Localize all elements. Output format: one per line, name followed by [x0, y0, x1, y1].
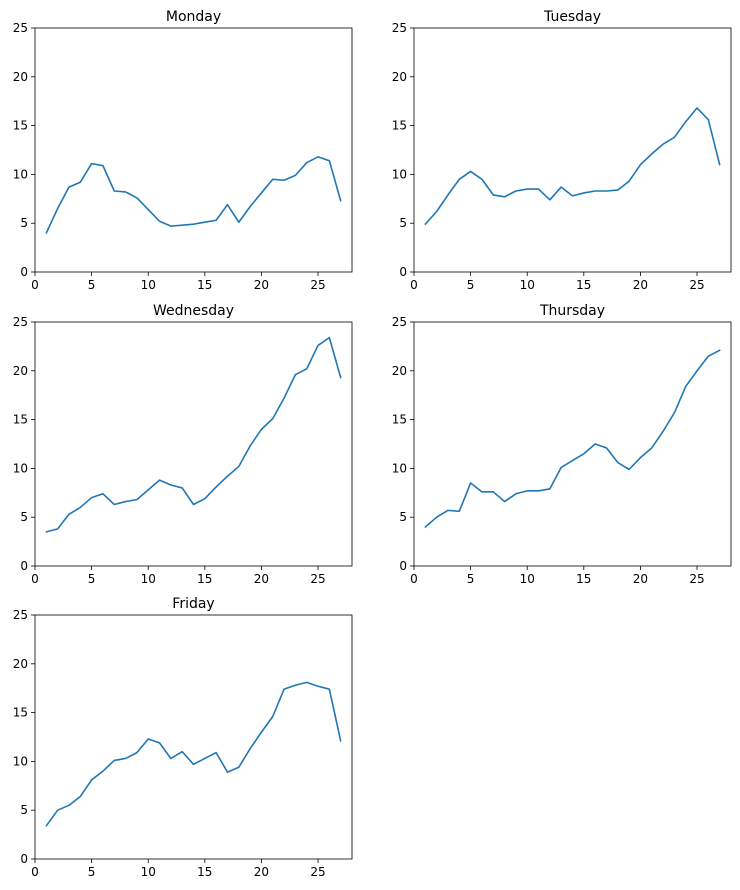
chart-panel-friday: Friday 0 5 10 15 20 25 0 5 10 15 20 25 [13, 596, 353, 879]
x-tick-label: 0 [31, 572, 39, 586]
x-tick-label: 15 [197, 278, 212, 292]
y-tick-label: 5 [399, 510, 407, 524]
chart-title: Wednesday [153, 303, 234, 319]
series-line [424, 107, 721, 225]
x-tick-label: 0 [31, 278, 39, 292]
x-tick-label: 20 [633, 572, 648, 586]
y-tick-label: 5 [20, 803, 28, 817]
series-line [424, 349, 721, 528]
x-tick-label: 15 [197, 865, 212, 879]
y-tick-label: 25 [13, 21, 28, 35]
y-tick-label: 20 [13, 364, 28, 378]
y-tick-label: 10 [13, 167, 28, 181]
x-tick-label: 25 [689, 572, 704, 586]
y-tick-label: 20 [13, 70, 28, 84]
axes-frame [413, 27, 732, 273]
x-tick-label: 20 [254, 572, 269, 586]
y-tick-label: 0 [20, 852, 28, 866]
y-tick-label: 15 [13, 413, 28, 427]
y-tick-label: 10 [13, 461, 28, 475]
x-tick-label: 25 [689, 278, 704, 292]
chart-panel-monday: Monday 0 5 10 15 20 25 0 5 10 15 20 25 [13, 9, 353, 292]
y-tick-label: 15 [13, 706, 28, 720]
y-tick-label: 25 [392, 21, 407, 35]
x-tick-label: 5 [467, 278, 475, 292]
series-line [45, 681, 342, 827]
chart-title: Monday [166, 9, 221, 25]
chart-title: Friday [172, 596, 214, 612]
series-line [45, 156, 342, 234]
x-tick-label: 5 [467, 572, 475, 586]
axes-frame [413, 321, 732, 567]
axes-frame [34, 27, 353, 273]
x-tick-label: 20 [254, 278, 269, 292]
y-tick-label: 25 [392, 315, 407, 329]
x-tick-label: 0 [31, 865, 39, 879]
x-tick-label: 10 [520, 278, 535, 292]
series-line [45, 336, 342, 533]
y-tick-label: 20 [13, 657, 28, 671]
chart-panel-thursday: Thursday 0 5 10 15 20 25 0 5 10 15 20 25 [392, 303, 732, 586]
chart-title: Tuesday [543, 9, 601, 25]
y-tick-label: 15 [392, 413, 407, 427]
x-tick-label: 20 [633, 278, 648, 292]
y-tick-label: 20 [392, 364, 407, 378]
y-tick-label: 20 [392, 70, 407, 84]
x-tick-label: 5 [88, 278, 96, 292]
y-tick-label: 0 [399, 265, 407, 279]
x-tick-label: 0 [410, 572, 418, 586]
axes-frame [34, 321, 353, 567]
x-tick-label: 25 [310, 572, 325, 586]
x-tick-label: 15 [576, 572, 591, 586]
y-tick-label: 0 [399, 559, 407, 573]
y-tick-label: 5 [20, 510, 28, 524]
y-tick-label: 15 [392, 119, 407, 133]
y-tick-label: 15 [13, 119, 28, 133]
y-tick-label: 5 [399, 216, 407, 230]
x-tick-label: 15 [576, 278, 591, 292]
x-tick-label: 25 [310, 865, 325, 879]
y-tick-label: 25 [13, 315, 28, 329]
x-tick-label: 15 [197, 572, 212, 586]
y-tick-label: 10 [392, 167, 407, 181]
x-tick-label: 5 [88, 865, 96, 879]
x-tick-label: 10 [141, 572, 156, 586]
x-tick-label: 0 [410, 278, 418, 292]
axes-frame [34, 614, 353, 860]
y-tick-label: 0 [20, 559, 28, 573]
y-tick-label: 10 [13, 754, 28, 768]
x-tick-label: 25 [310, 278, 325, 292]
x-tick-label: 10 [141, 865, 156, 879]
chart-panel-wednesday: Wednesday 0 5 10 15 20 25 0 5 10 15 20 25 [13, 303, 353, 586]
y-tick-label: 5 [20, 216, 28, 230]
y-tick-label: 0 [20, 265, 28, 279]
x-tick-label: 20 [254, 865, 269, 879]
chart-panel-tuesday: Tuesday 0 5 10 15 20 25 0 5 10 15 20 25 [392, 9, 732, 292]
chart-title: Thursday [539, 303, 605, 319]
x-tick-label: 5 [88, 572, 96, 586]
x-tick-label: 10 [520, 572, 535, 586]
y-tick-label: 25 [13, 608, 28, 622]
x-tick-label: 10 [141, 278, 156, 292]
y-tick-label: 10 [392, 461, 407, 475]
